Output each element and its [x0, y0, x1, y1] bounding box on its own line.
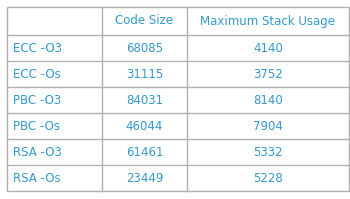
Text: 5332: 5332 [253, 145, 283, 158]
Text: RSA -Os: RSA -Os [13, 172, 61, 184]
Text: PBC -Os: PBC -Os [13, 120, 60, 133]
Text: 5228: 5228 [253, 172, 283, 184]
Text: 31115: 31115 [126, 67, 163, 81]
Text: RSA -O3: RSA -O3 [13, 145, 62, 158]
Text: 84031: 84031 [126, 94, 163, 106]
Text: 61461: 61461 [126, 145, 163, 158]
Text: 7904: 7904 [253, 120, 283, 133]
Text: ECC -Os: ECC -Os [13, 67, 61, 81]
Text: Maximum Stack Usage: Maximum Stack Usage [201, 15, 336, 27]
Text: 3752: 3752 [253, 67, 283, 81]
Text: ECC -O3: ECC -O3 [13, 42, 62, 55]
Text: 4140: 4140 [253, 42, 283, 55]
Text: 68085: 68085 [126, 42, 163, 55]
Text: 23449: 23449 [126, 172, 163, 184]
Text: 8140: 8140 [253, 94, 283, 106]
Text: Code Size: Code Size [116, 15, 174, 27]
Text: PBC -O3: PBC -O3 [13, 94, 61, 106]
Text: 46044: 46044 [126, 120, 163, 133]
